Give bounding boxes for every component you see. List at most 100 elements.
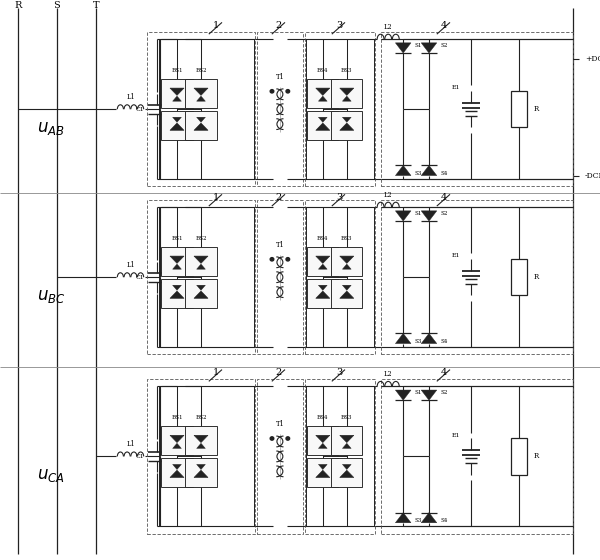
Text: S2: S2 bbox=[440, 390, 448, 395]
Polygon shape bbox=[173, 117, 181, 122]
Polygon shape bbox=[316, 88, 330, 95]
Text: L2: L2 bbox=[384, 191, 392, 199]
Bar bbox=[307, 279, 338, 308]
Text: 3: 3 bbox=[336, 21, 342, 30]
Text: E1: E1 bbox=[452, 86, 460, 90]
Bar bbox=[331, 111, 362, 140]
Polygon shape bbox=[421, 390, 437, 400]
Text: +DCP: +DCP bbox=[585, 55, 600, 63]
Text: E1: E1 bbox=[452, 433, 460, 437]
Polygon shape bbox=[170, 470, 184, 478]
Bar bbox=[511, 91, 527, 128]
Polygon shape bbox=[340, 435, 354, 442]
Polygon shape bbox=[340, 470, 354, 478]
Bar bbox=[381, 32, 573, 186]
Text: 3: 3 bbox=[336, 193, 342, 202]
Text: BS1: BS1 bbox=[171, 68, 183, 73]
Text: T1: T1 bbox=[275, 241, 284, 249]
Text: BS3: BS3 bbox=[341, 236, 353, 241]
Polygon shape bbox=[173, 464, 181, 469]
Bar bbox=[185, 458, 217, 487]
Polygon shape bbox=[421, 211, 437, 221]
Bar bbox=[147, 32, 255, 186]
Text: BS1: BS1 bbox=[171, 416, 183, 421]
Bar bbox=[307, 111, 338, 140]
Bar bbox=[306, 386, 374, 526]
Bar bbox=[305, 32, 375, 186]
Text: T1: T1 bbox=[275, 420, 284, 428]
Polygon shape bbox=[316, 256, 330, 263]
Text: BS3: BS3 bbox=[341, 416, 353, 421]
Text: $u_{CA}$: $u_{CA}$ bbox=[37, 468, 65, 484]
Polygon shape bbox=[343, 464, 351, 469]
Bar bbox=[511, 438, 527, 475]
Text: E1: E1 bbox=[452, 254, 460, 258]
Text: -DCN: -DCN bbox=[585, 172, 600, 180]
Bar bbox=[161, 279, 193, 308]
Text: 1: 1 bbox=[213, 368, 219, 377]
Bar bbox=[147, 379, 255, 534]
Polygon shape bbox=[421, 43, 437, 53]
Text: S1: S1 bbox=[415, 390, 422, 395]
Polygon shape bbox=[395, 512, 411, 523]
Polygon shape bbox=[421, 333, 437, 343]
Polygon shape bbox=[319, 444, 327, 449]
Text: BS4: BS4 bbox=[317, 68, 329, 73]
Bar bbox=[185, 78, 217, 108]
Bar bbox=[159, 386, 254, 526]
Text: $u_{BC}$: $u_{BC}$ bbox=[37, 288, 65, 305]
Polygon shape bbox=[316, 123, 330, 130]
Polygon shape bbox=[343, 444, 351, 449]
Bar bbox=[381, 379, 573, 534]
Polygon shape bbox=[173, 264, 181, 269]
Polygon shape bbox=[173, 444, 181, 449]
Bar bbox=[185, 279, 217, 308]
Bar bbox=[147, 200, 255, 354]
Polygon shape bbox=[194, 88, 208, 95]
Polygon shape bbox=[197, 117, 205, 122]
Bar bbox=[161, 111, 193, 140]
Text: S2: S2 bbox=[440, 211, 448, 216]
Polygon shape bbox=[194, 291, 208, 298]
Text: 1: 1 bbox=[213, 21, 219, 30]
Bar bbox=[307, 426, 338, 455]
Polygon shape bbox=[197, 444, 205, 449]
Text: L1: L1 bbox=[126, 440, 135, 448]
Polygon shape bbox=[395, 333, 411, 343]
Polygon shape bbox=[197, 285, 205, 290]
Bar bbox=[305, 379, 375, 534]
Text: S1: S1 bbox=[415, 43, 422, 48]
Polygon shape bbox=[343, 117, 351, 122]
Text: C1: C1 bbox=[136, 275, 145, 279]
Polygon shape bbox=[194, 435, 208, 442]
Polygon shape bbox=[316, 470, 330, 478]
Bar bbox=[185, 246, 217, 276]
Bar bbox=[185, 111, 217, 140]
Bar bbox=[307, 458, 338, 487]
Text: S2: S2 bbox=[440, 43, 448, 48]
Text: BS1: BS1 bbox=[171, 236, 183, 241]
Text: R: R bbox=[14, 1, 22, 10]
Polygon shape bbox=[319, 117, 327, 122]
Polygon shape bbox=[319, 264, 327, 269]
Polygon shape bbox=[170, 435, 184, 442]
Polygon shape bbox=[343, 285, 351, 290]
Text: 1: 1 bbox=[213, 193, 219, 202]
Bar bbox=[307, 246, 338, 276]
Circle shape bbox=[286, 258, 290, 261]
Polygon shape bbox=[395, 43, 411, 53]
Text: $u_{AB}$: $u_{AB}$ bbox=[37, 120, 65, 137]
Bar bbox=[331, 426, 362, 455]
Polygon shape bbox=[173, 285, 181, 290]
Text: S4: S4 bbox=[440, 171, 448, 176]
Text: 2: 2 bbox=[276, 368, 282, 377]
Text: R: R bbox=[534, 273, 539, 281]
Polygon shape bbox=[316, 291, 330, 298]
Text: 4: 4 bbox=[441, 368, 447, 377]
Circle shape bbox=[270, 258, 274, 261]
Text: 4: 4 bbox=[441, 193, 447, 202]
Text: 3: 3 bbox=[336, 368, 342, 377]
Bar bbox=[306, 39, 374, 179]
Text: S3: S3 bbox=[415, 518, 422, 523]
Text: BS3: BS3 bbox=[341, 68, 353, 73]
